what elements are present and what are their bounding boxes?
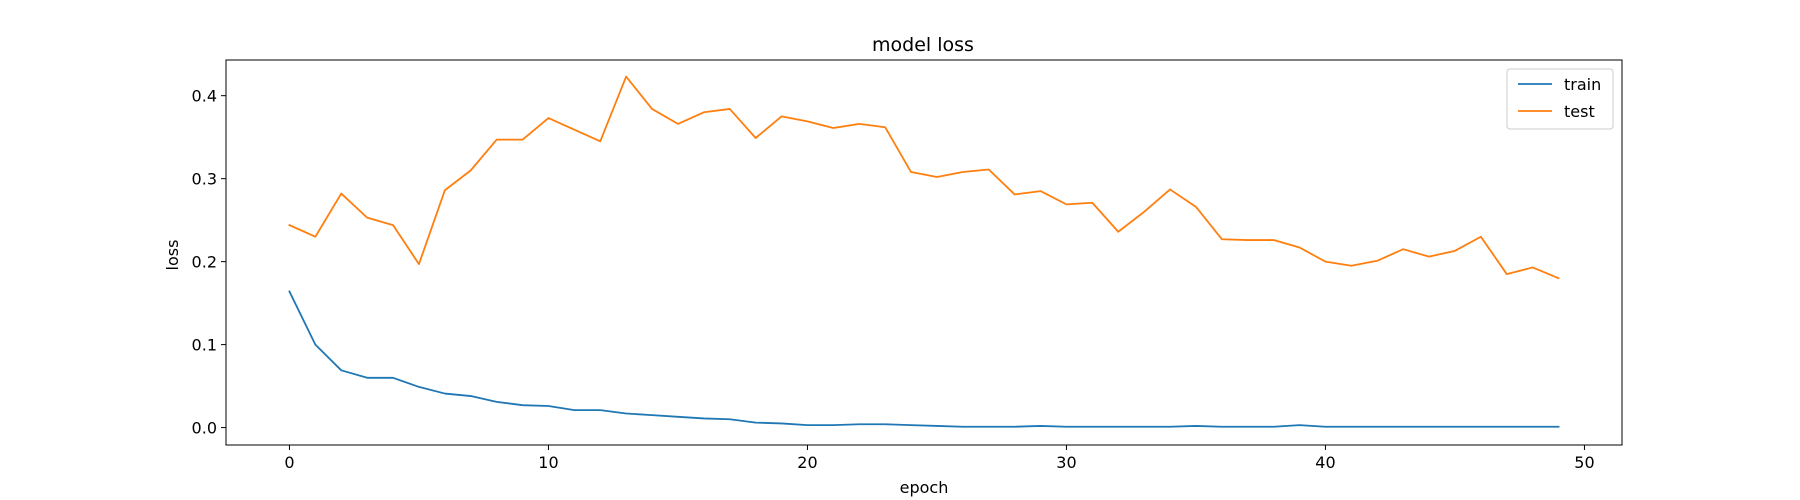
x-tick-label: 20: [797, 453, 817, 472]
y-tick-label: 0.4: [192, 87, 217, 106]
x-tick-label: 10: [538, 453, 558, 472]
chart-title: model loss: [872, 34, 974, 56]
series-line-train: [288, 290, 1560, 428]
x-tick-label: 40: [1315, 453, 1335, 472]
y-tick-label: 0.2: [192, 253, 217, 272]
y-tick-label: 0.1: [192, 336, 217, 355]
y-axis-label: loss: [163, 240, 182, 271]
plot-area: [288, 75, 1560, 428]
y-tick-label: 0.3: [192, 170, 217, 189]
y-axis: 0.0 0.1 0.2 0.3 0.4: [192, 87, 226, 438]
plot-frame: [225, 59, 1623, 446]
series-line-test: [288, 75, 1560, 280]
legend-label-test: test: [1564, 102, 1595, 121]
x-axis: 0 10 20 30 40 50: [284, 445, 1595, 472]
legend-label-train: train: [1564, 75, 1601, 94]
legend: train test: [1506, 68, 1614, 130]
x-tick-label: 50: [1574, 453, 1594, 472]
y-tick-label: 0.0: [192, 419, 217, 438]
x-tick-label: 30: [1056, 453, 1076, 472]
x-tick-label: 0: [284, 453, 294, 472]
x-axis-label: epoch: [900, 478, 949, 497]
